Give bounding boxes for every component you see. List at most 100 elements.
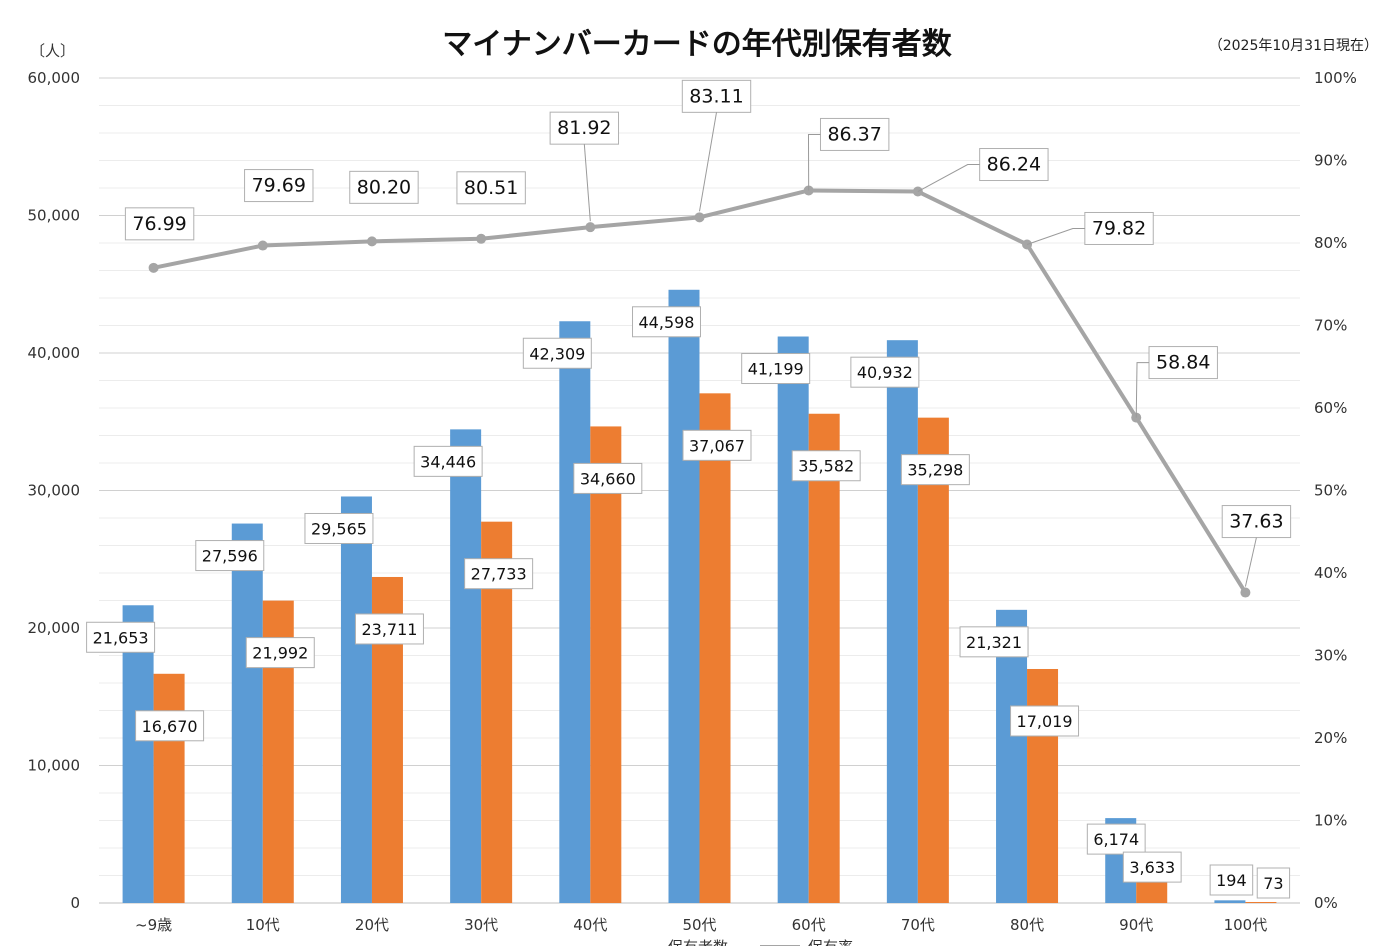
svg-text:35,582: 35,582 (798, 457, 854, 476)
svg-text:23,711: 23,711 (361, 620, 417, 639)
rate-point (476, 233, 487, 244)
svg-text:21,992: 21,992 (252, 644, 308, 663)
label-population: 6,174 (1086, 823, 1146, 855)
leader-line (917, 164, 980, 192)
svg-text:58.84: 58.84 (1156, 352, 1210, 374)
y2-tick-label: 100% (1314, 69, 1357, 87)
bar-population (886, 340, 918, 903)
svg-text:41,199: 41,199 (748, 360, 804, 379)
svg-text:29,565: 29,565 (311, 519, 367, 538)
leader-line (699, 112, 717, 212)
date-note: （2025年10月31日現在） (1209, 38, 1378, 54)
label-population: 21,653 (86, 621, 156, 653)
x-tick-label: 100代 (1224, 916, 1268, 934)
label-population: 44,598 (632, 306, 701, 338)
leader-line (583, 144, 591, 222)
svg-text:79.82: 79.82 (1092, 217, 1146, 239)
label-population: 194 (1209, 864, 1254, 896)
y2-tick-label: 20% (1314, 729, 1347, 747)
rate-point (694, 212, 705, 223)
svg-text:73: 73 (1263, 874, 1283, 893)
svg-text:80.51: 80.51 (464, 177, 518, 199)
x-tick-label: 50代 (682, 916, 716, 934)
svg-text:34,446: 34,446 (420, 452, 476, 471)
svg-text:194: 194 (1216, 871, 1247, 890)
x-tick-label: 10代 (246, 916, 280, 934)
bar-population (231, 523, 263, 903)
svg-text:34,660: 34,660 (580, 469, 636, 488)
bar-holders (699, 393, 731, 903)
label-holders: 27,733 (464, 558, 534, 590)
leader-line (807, 133, 821, 191)
svg-text:76.99: 76.99 (132, 213, 186, 235)
y2-tick-label: 60% (1314, 399, 1347, 417)
svg-text:37,067: 37,067 (689, 436, 745, 455)
y-tick-label: 60,000 (28, 69, 81, 87)
label-holders: 21,992 (245, 637, 315, 669)
svg-text:86.37: 86.37 (827, 123, 881, 145)
x-tick-label: 70代 (901, 916, 935, 934)
y2-axis-ticks: 0% 10% 20% 30% 40% 50% 60% 70% 80% 90% 100% (1314, 69, 1357, 912)
x-tick-label: 40代 (573, 916, 607, 934)
label-rate: 76.99 (124, 207, 195, 241)
label-holders: 3,633 (1122, 851, 1182, 883)
label-holders: 23,711 (354, 613, 424, 645)
svg-text:21,321: 21,321 (966, 633, 1022, 652)
y-tick-label: 10,000 (28, 757, 81, 775)
label-rate: 86.24 (979, 148, 1049, 182)
bar-holders (1027, 668, 1059, 903)
label-rate: 79.69 (244, 169, 314, 203)
label-holders: 35,582 (791, 450, 861, 482)
label-population: 42,309 (522, 337, 592, 369)
label-population: 40,932 (850, 356, 920, 388)
label-rate: 83.11 (681, 79, 752, 113)
y-tick-label: 50,000 (28, 207, 81, 225)
label-population: 29,565 (304, 512, 374, 544)
bar-population (559, 321, 591, 904)
bar-population (668, 289, 700, 904)
bar-population (996, 609, 1028, 903)
label-holders: 73 (1256, 867, 1291, 899)
label-holders: 16,670 (135, 710, 205, 742)
bar-population (340, 496, 372, 903)
svg-text:42,309: 42,309 (529, 344, 585, 363)
svg-text:6,174: 6,174 (1093, 830, 1139, 849)
x-tick-label: 90代 (1119, 916, 1153, 934)
label-rate: 80.20 (349, 170, 419, 204)
label-population: 21,321 (959, 626, 1029, 658)
label-holders: 35,298 (900, 454, 970, 486)
y-tick-label: 20,000 (28, 619, 81, 637)
label-population: 34,446 (413, 445, 483, 477)
label-rate: 58.84 (1148, 346, 1218, 380)
svg-text:86.24: 86.24 (987, 154, 1041, 176)
bar-holders (1245, 901, 1277, 903)
bar-holders (917, 417, 949, 903)
x-tick-label: 30代 (464, 916, 498, 934)
svg-text:35,298: 35,298 (907, 461, 963, 480)
rate-point (257, 240, 268, 251)
y2-tick-label: 90% (1314, 152, 1347, 170)
legend-label-rate: 保有率 (808, 938, 853, 946)
x-tick-label: ~9歳 (135, 916, 172, 934)
svg-text:79.69: 79.69 (252, 175, 306, 197)
y2-tick-label: 70% (1314, 317, 1347, 335)
y2-tick-label: 0% (1314, 894, 1338, 912)
y2-tick-label: 40% (1314, 564, 1347, 582)
svg-text:83.11: 83.11 (689, 85, 743, 107)
svg-text:16,670: 16,670 (142, 717, 198, 736)
legend-label-holders: 保有者数 (668, 938, 728, 946)
svg-text:21,653: 21,653 (93, 628, 149, 647)
data-labels: 21,653 16,670 27,596 21,992 29,565 23,711 34,4… (86, 79, 1292, 899)
svg-text:80.20: 80.20 (357, 176, 411, 198)
label-holders: 34,660 (573, 462, 643, 494)
bar-holders (153, 673, 185, 903)
leader-line (1135, 362, 1150, 418)
svg-text:17,019: 17,019 (1017, 712, 1073, 731)
y-axis-unit: 〔人〕 (30, 42, 75, 60)
rate-point (585, 222, 596, 233)
label-population: 27,596 (195, 540, 265, 572)
label-holders: 17,019 (1010, 705, 1080, 737)
rate-point (148, 262, 159, 273)
chart-title: マイナンバーカードの年代別保有者数 (442, 27, 952, 62)
bar-population (1214, 900, 1246, 903)
